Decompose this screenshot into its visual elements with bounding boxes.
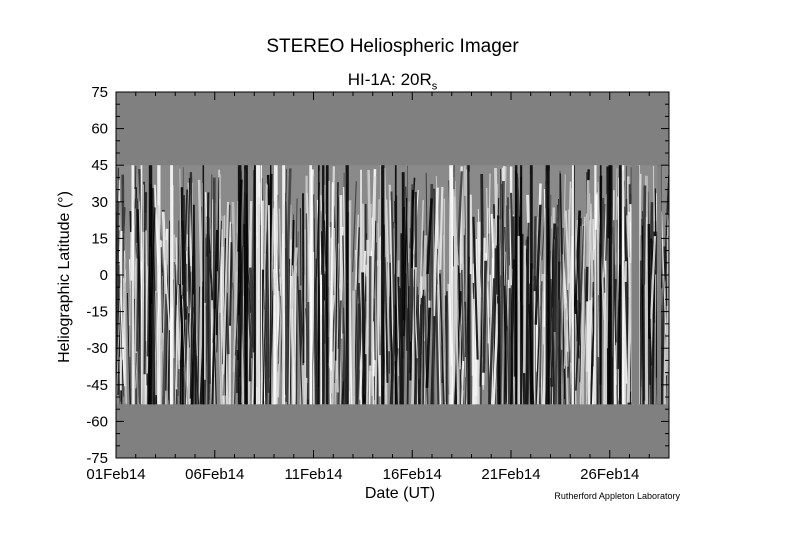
y-axis: 75 60 45 30 15 0 -15 -30 -45 -60 -75 [86,84,669,467]
y-axis-label: Heliographic Latitude (°) [56,191,73,363]
x-tick-label: 11Feb14 [284,466,342,483]
y-tick-label: 0 [100,267,108,284]
x-tick-label: 26Feb14 [580,466,639,483]
y-tick-label: -30 [86,340,108,357]
chart-title: STEREO Heliospheric Imager [266,36,519,57]
y-tick-label: -60 [86,413,108,430]
y-tick-label: 60 [91,121,108,138]
x-tick-label: 06Feb14 [185,466,244,483]
data-gaps [631,165,662,405]
subtitle-main: HI-1A: 20R [347,70,432,89]
y-tick-label: 75 [91,84,108,101]
chart-subtitle: HI-1A: 20Rs [0,70,785,92]
x-axis: 01Feb14 06Feb14 11Feb14 16Feb14 21Feb14 26Feb… [86,92,670,483]
y-tick-label: 15 [91,230,108,247]
y-tick-label: -75 [86,450,108,467]
credit-label: Rutherford Appleton Laboratory [554,491,680,501]
y-tick-label: -45 [86,377,108,394]
x-tick-label: 01Feb14 [86,466,145,483]
x-tick-label: 16Feb14 [383,466,442,483]
y-tick-label: -15 [86,304,108,321]
subtitle-subscript: s [431,80,438,93]
y-tick-label: 45 [91,157,108,174]
x-axis-label: Date (UT) [364,485,436,502]
y-tick-label: 30 [91,194,108,211]
x-tick-label: 21Feb14 [481,466,540,483]
jmap-stripes [116,165,669,405]
